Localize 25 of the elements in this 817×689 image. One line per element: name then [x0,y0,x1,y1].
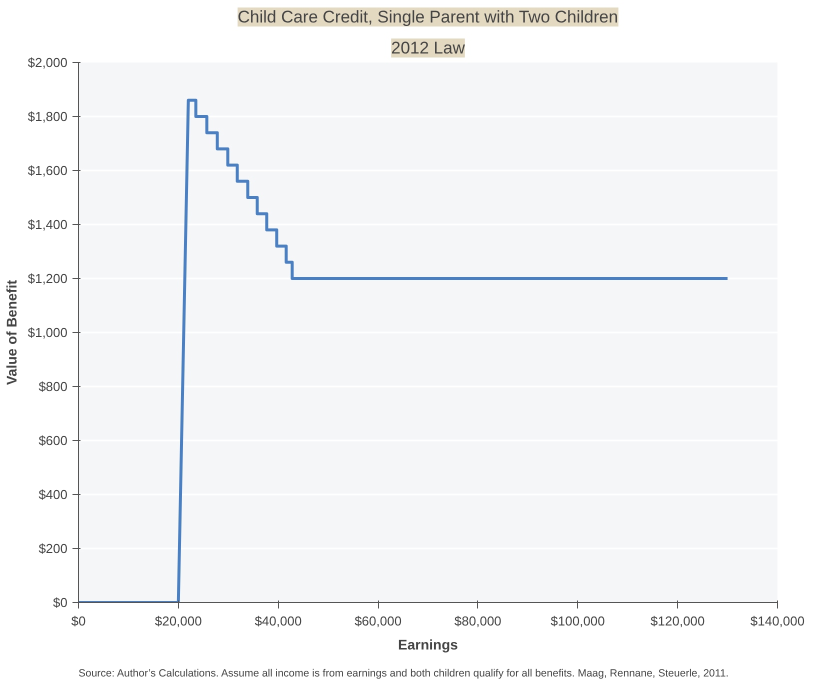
y-tick-label: $1,000 [28,325,68,340]
x-tick-label: $60,000 [354,614,402,628]
y-tick-label: $1,200 [28,271,68,286]
x-tick-label: $100,000 [550,614,605,628]
x-tick-label: $20,000 [154,614,202,628]
x-tick-label: $40,000 [254,614,302,628]
x-tick-label: $0 [71,614,86,628]
chart-subtitle: 2012 Law [391,38,466,58]
x-tick-label: $140,000 [750,614,805,628]
source-note: Source: Author’s Calculations. Assume all income is from earnings and both children qualify for all benefits. Maag, Rennane, Steuerle, 2011. [78,668,729,680]
y-tick-label: $1,400 [28,217,68,232]
y-tick-label: $2,000 [28,55,68,70]
y-tick-label: $0 [53,595,68,610]
y-tick-label: $200 [38,541,68,556]
x-axis-title: Earnings [398,636,458,652]
line-series [78,98,730,602]
y-tick-label: $400 [38,487,68,502]
y-tick-label: $1,600 [28,163,68,178]
x-tick-label: $120,000 [650,614,705,628]
y-axis-title: Value of Benefit [4,280,20,386]
chart-title: Child Care Credit, Single Parent with Two Children [238,8,618,26]
x-tick-label: $80,000 [454,614,502,628]
y-tick-label: $800 [38,379,68,394]
y-tick-label: $1,800 [28,109,68,124]
y-tick-label: $600 [38,433,68,448]
